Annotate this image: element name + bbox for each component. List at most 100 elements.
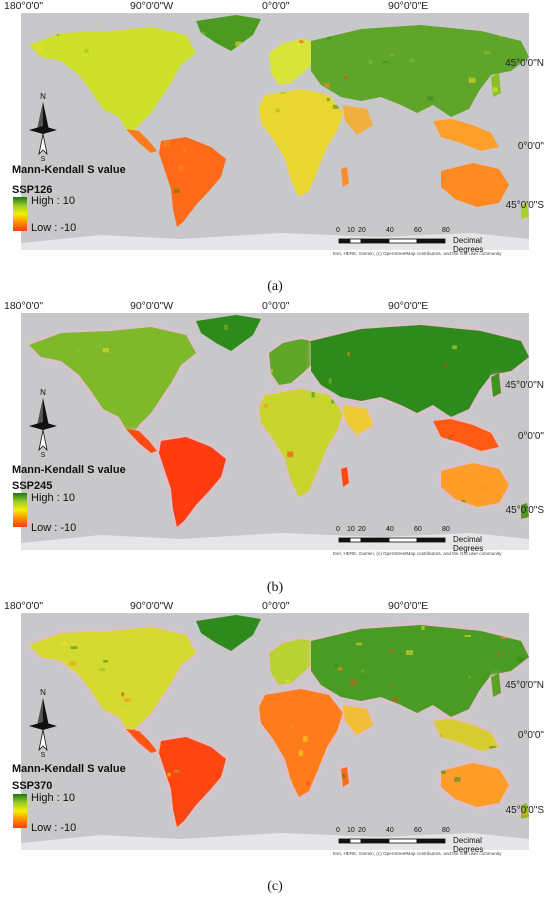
legend-title: Mann-Kendall S value (12, 763, 126, 775)
south-letter: S (41, 452, 46, 458)
japan-shape (491, 673, 501, 697)
seasia-shape (433, 719, 499, 751)
legend-low: Low : -10 (31, 822, 77, 834)
world-map-c (21, 613, 529, 850)
scale-tick-label: 40 (386, 227, 394, 234)
north-letter: N (40, 388, 46, 397)
scenario-label: SSP126 (12, 184, 53, 196)
lat-label-45s: 45°0'0"S (505, 805, 544, 816)
japan-shape (491, 73, 501, 97)
lat-label-45s: 45°0'0"S (505, 505, 544, 516)
scale-tick-label: 0 (336, 227, 340, 234)
samerica-shape (159, 737, 226, 827)
lat-label-45n: 45°0'0"N (505, 680, 544, 691)
samerica-shape (159, 437, 226, 527)
camerica-shape (126, 429, 157, 453)
antarctica-shape (21, 533, 529, 550)
namerica-shape (29, 627, 196, 733)
attribution: Esri, HERE, Garmin, (c) OpenStreetMap co… (333, 251, 502, 256)
scale-tick-label: 40 (386, 526, 394, 533)
europe-texture (285, 679, 290, 683)
scale-unit: Decimal Degrees (453, 535, 484, 553)
arabia-shape (343, 105, 373, 135)
australia-shape (441, 463, 509, 507)
australia-shape (441, 763, 509, 807)
world-map-b (21, 313, 529, 550)
seasia-shape (433, 419, 499, 451)
nz-shape (521, 203, 529, 219)
world-map-a (21, 13, 529, 250)
lon-label-0: 0°0'0" (262, 600, 290, 612)
lon-label-0: 0°0'0" (262, 0, 290, 12)
scenario-label: SSP370 (12, 780, 53, 792)
samerica-shape (159, 137, 226, 227)
color-ramp (13, 197, 27, 231)
scale-unit: Decimal Degrees (453, 236, 484, 254)
attribution: Esri, HERE, Garmin, (c) OpenStreetMap co… (333, 551, 502, 556)
australia-texture (461, 486, 490, 504)
greenland-shape (196, 15, 261, 51)
map-svg (21, 615, 529, 850)
scale-tick-label: 60 (414, 227, 422, 234)
greenland-shape (196, 615, 261, 651)
lon-label-180: 180°0'0" (4, 0, 44, 12)
scale-tick-label: 10 (347, 227, 355, 234)
scale-tick-label: 80 (442, 526, 450, 533)
scenario-label: SSP245 (12, 480, 53, 492)
map-svg (21, 315, 529, 550)
greenland-shape (196, 315, 261, 351)
namerica-shape (29, 27, 196, 133)
scale-tick-label: 10 (347, 827, 355, 834)
scale-unit: Decimal Degrees (453, 836, 484, 854)
caption-a: (a) (267, 279, 283, 294)
legend-title: Mann-Kendall S value (12, 464, 126, 476)
color-ramp (13, 493, 27, 527)
scale-tick-label: 80 (442, 227, 450, 234)
legend-low: Low : -10 (31, 222, 77, 234)
scale-tick-label: 0 (336, 827, 340, 834)
arabia-shape (343, 705, 373, 735)
caption-c: (c) (267, 879, 283, 894)
legend-high: High : 10 (31, 195, 76, 207)
lon-label-0: 0°0'0" (262, 300, 290, 312)
lon-label-90w: 90°0'0"W (130, 0, 174, 12)
scale-tick-label: 20 (358, 227, 366, 234)
antarctica-shape (21, 233, 529, 250)
lon-label-180: 180°0'0" (4, 300, 44, 312)
lat-label-0: 0°0'0" (517, 730, 544, 741)
scale-tick-label: 80 (442, 827, 450, 834)
nz-shape (521, 503, 529, 519)
caption-b: (b) (266, 580, 284, 595)
arabia-shape (343, 405, 373, 435)
north-letter: N (40, 92, 46, 101)
lon-label-90w: 90°0'0"W (130, 300, 174, 312)
seasia-texture (448, 434, 455, 441)
lon-label-90w: 90°0'0"W (130, 600, 174, 612)
lat-label-0: 0°0'0" (517, 141, 544, 152)
madagascar-shape (341, 167, 349, 187)
antarctica-shape (21, 833, 529, 850)
attribution: Esri, HERE, Garmin, (c) OpenStreetMap co… (333, 851, 502, 856)
south-letter: S (41, 156, 46, 162)
camerica-shape (126, 129, 157, 153)
asia-shape (311, 25, 529, 117)
europe-shape (269, 39, 321, 85)
madagascar-shape (341, 467, 349, 487)
map-svg (21, 15, 529, 250)
europe-shape (269, 639, 321, 685)
lon-label-90e: 90°0'0"E (388, 0, 429, 12)
scale-tick-label: 10 (347, 526, 355, 533)
africa-shape (259, 689, 343, 797)
seasia-shape (433, 119, 499, 151)
africa-shape (259, 89, 343, 197)
africa-shape (259, 389, 343, 497)
lat-label-45s: 45°0'0"S (505, 200, 544, 211)
scale-tick-label: 40 (386, 827, 394, 834)
legend-title: Mann-Kendall S value (12, 164, 126, 176)
australia-texture (441, 770, 461, 782)
lat-label-45n: 45°0'0"N (505, 380, 544, 391)
camerica-shape (126, 729, 157, 753)
scale-tick-label: 60 (414, 526, 422, 533)
